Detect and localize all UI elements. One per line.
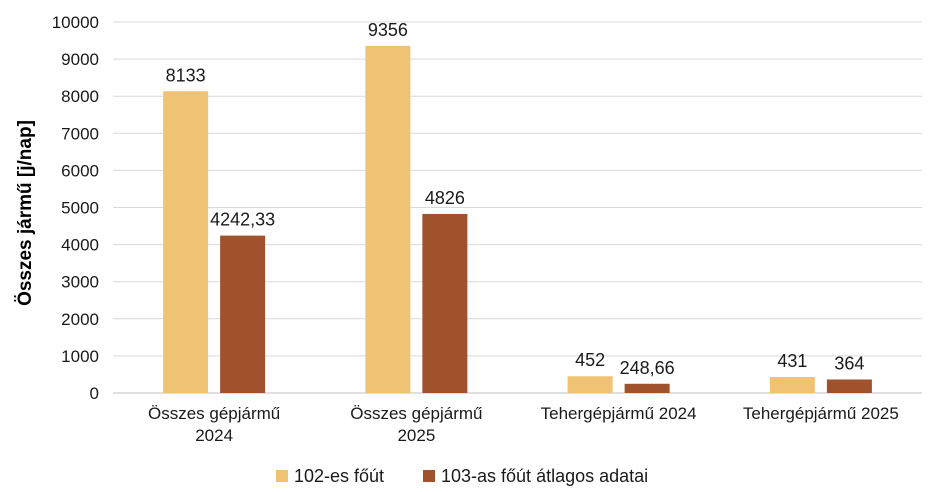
y-tick-label: 5000	[61, 199, 99, 218]
y-axis-ticks: 0 1000 2000 3000 4000 5000 6000 7000 8000 9000 100…	[52, 13, 99, 403]
data-label: 9356	[368, 20, 408, 40]
y-tick-label: 0	[90, 384, 99, 403]
data-label: 248,66	[620, 358, 675, 378]
y-tick-label: 7000	[61, 124, 99, 143]
y-tick-label: 3000	[61, 273, 99, 292]
bars	[163, 45, 872, 394]
bar-series-2	[220, 235, 266, 393]
y-tick-label: 10000	[52, 13, 99, 32]
bar-series-2	[826, 379, 872, 393]
data-labels: 8133 4242,33 9356 4826 452 248,66 431 364	[166, 20, 865, 378]
y-tick-label: 9000	[61, 50, 99, 69]
bar-series-2	[624, 383, 670, 393]
bar-series-1	[567, 376, 613, 393]
legend-label-series-2: 103-as főút átlagos adatai	[441, 466, 648, 486]
y-tick-label: 2000	[61, 310, 99, 329]
legend: 102-es főút 103-as főút átlagos adatai	[276, 466, 648, 486]
data-label: 452	[575, 350, 605, 370]
y-tick-label: 6000	[61, 161, 99, 180]
x-tick-label: Tehergépjármű 2025	[743, 404, 899, 423]
bar-series-2	[422, 213, 468, 393]
bar-series-1	[769, 377, 815, 393]
y-tick-label: 1000	[61, 347, 99, 366]
x-axis-ticks: Összes gépjármű 2024 Összes gépjármű 2025 Te…	[148, 404, 899, 445]
data-label: 4242,33	[210, 210, 275, 230]
data-label: 431	[777, 351, 807, 371]
x-tick-label: Összes gépjármű	[350, 404, 482, 423]
y-tick-label: 4000	[61, 236, 99, 255]
y-tick-label: 8000	[61, 87, 99, 106]
x-tick-label: 2024	[195, 426, 233, 445]
data-label: 364	[834, 353, 864, 373]
x-tick-label: Tehergépjármű 2024	[541, 404, 697, 423]
legend-label-series-1: 102-es főút	[294, 466, 384, 486]
data-label: 4826	[425, 188, 465, 208]
legend-swatch-series-2	[423, 470, 435, 482]
x-tick-label: Összes gépjármű	[148, 404, 280, 423]
bar-series-1	[163, 91, 209, 394]
x-tick-label: 2025	[397, 426, 435, 445]
bar-series-1	[365, 45, 411, 394]
legend-swatch-series-1	[276, 470, 288, 482]
y-axis-label: Összes jármű [j/nap]	[15, 120, 36, 306]
data-label: 8133	[166, 65, 206, 85]
